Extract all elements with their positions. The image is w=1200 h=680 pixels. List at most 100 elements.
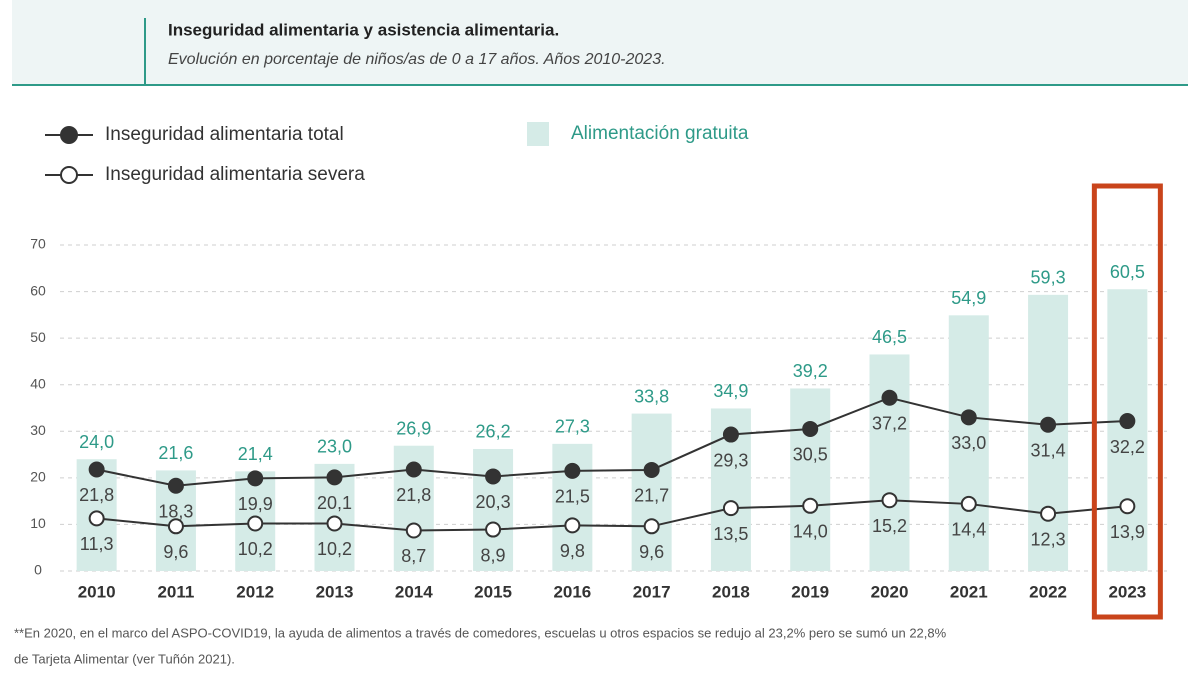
legend-swatch	[527, 122, 549, 146]
point	[643, 518, 660, 535]
bar-value-label: 24,0	[79, 432, 114, 452]
bar-value-label: 46,5	[872, 327, 907, 347]
point	[1119, 498, 1136, 515]
x-tick-label: 2014	[395, 582, 433, 601]
point-value-label: 21,8	[79, 485, 114, 505]
bar	[869, 354, 910, 571]
point	[247, 515, 264, 532]
point	[326, 515, 343, 532]
legend-label: Inseguridad alimentaria severa	[105, 164, 365, 185]
point-value-label: 30,5	[793, 445, 828, 465]
bar	[948, 315, 989, 571]
x-tick-label: 2010	[78, 582, 116, 601]
point-value-label: 20,3	[476, 492, 511, 512]
bar-value-label: 60,5	[1110, 262, 1145, 282]
point-value-label: 31,4	[1031, 441, 1066, 461]
x-tick-label: 2019	[791, 582, 829, 601]
bar	[790, 388, 831, 571]
chart-subtitle: Evolución en porcentaje de niños/as de 0…	[168, 51, 666, 68]
point-value-label: 13,5	[713, 524, 748, 544]
point-value-label: 37,2	[872, 414, 907, 434]
point	[564, 517, 581, 534]
point	[1119, 413, 1136, 430]
x-tick-label: 2023	[1108, 582, 1146, 601]
point-value-label: 9,6	[639, 542, 664, 562]
line	[96, 499, 1128, 532]
point	[643, 461, 660, 478]
x-tick-label: 2016	[553, 582, 591, 601]
y-tick-label: 40	[30, 375, 46, 391]
point	[881, 389, 898, 406]
point	[247, 470, 264, 487]
point	[405, 522, 422, 539]
point	[326, 469, 343, 486]
bar-value-label: 39,2	[793, 361, 828, 381]
bar-value-label: 54,9	[951, 288, 986, 308]
bar-value-label: 26,2	[476, 422, 511, 442]
point-value-label: 9,8	[560, 541, 585, 561]
point	[722, 426, 739, 443]
point	[88, 510, 105, 527]
footnote: de Tarjeta Alimentar (ver Tuñón 2021).	[14, 651, 235, 666]
bar-value-label: 21,6	[158, 443, 193, 463]
point-value-label: 14,4	[951, 520, 986, 540]
point	[564, 462, 581, 479]
x-tick-label: 2012	[236, 582, 274, 601]
point-value-label: 32,2	[1110, 437, 1145, 457]
y-tick-label: 50	[30, 329, 46, 345]
point	[881, 492, 898, 509]
x-tick-label: 2020	[871, 582, 909, 601]
point-value-label: 10,2	[238, 539, 273, 559]
point-value-label: 13,9	[1110, 522, 1145, 542]
point-value-label: 14,0	[793, 522, 828, 542]
point	[167, 518, 184, 535]
point-value-label: 11,3	[80, 534, 114, 554]
y-tick-label: 10	[30, 515, 46, 531]
point	[802, 420, 819, 437]
x-tick-label: 2013	[316, 582, 354, 601]
bar-value-label: 59,3	[1031, 268, 1066, 288]
point-value-label: 19,9	[238, 494, 273, 514]
x-tick-label: 2018	[712, 582, 750, 601]
bar	[1028, 294, 1069, 571]
point	[167, 477, 184, 494]
point	[1040, 505, 1057, 522]
bar	[1107, 289, 1148, 571]
y-tick-label: 30	[30, 422, 46, 438]
point-value-label: 8,9	[481, 545, 506, 565]
y-tick-label: 0	[34, 562, 42, 578]
point-value-label: 8,7	[401, 546, 426, 566]
point-value-label: 21,5	[555, 487, 590, 507]
legend-marker	[60, 126, 78, 144]
legend-label: Inseguridad alimentaria total	[105, 124, 344, 145]
bar-value-label: 27,3	[555, 417, 590, 437]
y-tick-label: 20	[30, 469, 46, 485]
bar-value-label: 33,8	[634, 386, 669, 406]
point	[485, 521, 502, 538]
bar-value-label: 21,4	[238, 444, 273, 464]
x-tick-label: 2022	[1029, 582, 1067, 601]
footnote: **En 2020, en el marco del ASPO-COVID19,…	[14, 625, 947, 640]
point-value-label: 20,1	[317, 493, 352, 513]
point	[722, 500, 739, 517]
chart-title: Inseguridad alimentaria y asistencia ali…	[168, 20, 559, 39]
bar-value-label: 26,9	[396, 418, 431, 438]
x-tick-label: 2011	[157, 582, 194, 601]
point	[960, 495, 977, 512]
point-value-label: 21,7	[634, 486, 669, 506]
point-value-label: 10,2	[317, 539, 352, 559]
point	[802, 497, 819, 514]
bar-value-label: 23,0	[317, 437, 352, 457]
point-value-label: 12,3	[1031, 529, 1066, 549]
line	[96, 396, 1128, 487]
legend-marker	[60, 166, 78, 184]
header-background	[12, 0, 1188, 85]
x-tick-label: 2021	[950, 582, 988, 601]
point-value-label: 9,6	[163, 542, 188, 562]
point-value-label: 33,0	[951, 433, 986, 453]
point-value-label: 29,3	[713, 450, 748, 470]
point-value-label: 18,3	[158, 502, 193, 522]
point	[88, 461, 105, 478]
